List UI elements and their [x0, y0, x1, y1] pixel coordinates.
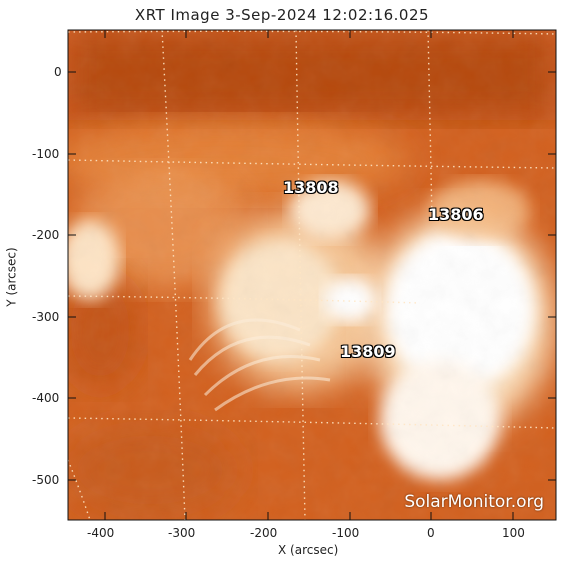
x-tick-label: 0 [427, 526, 435, 540]
y-axis-title: Y (arcsec) [4, 247, 19, 307]
plot-frame [67, 29, 557, 521]
y-tick-label: -300 [32, 310, 60, 324]
x-tick-label: 100 [502, 526, 525, 540]
region-label-13806: 13806 [428, 205, 484, 224]
y-tick-label: -100 [32, 147, 60, 161]
watermark: SolarMonitor.org [404, 492, 544, 512]
y-tick-label: -400 [32, 391, 60, 405]
region-label-13809: 13809 [340, 342, 396, 361]
y-tick-label: -200 [32, 228, 60, 242]
x-tick-label: -100 [332, 526, 360, 540]
x-tick-label: -200 [250, 526, 278, 540]
x-tick-label: -400 [87, 526, 115, 540]
y-tick-label: -500 [32, 473, 60, 487]
x-axis-title: X (arcsec) [278, 543, 339, 557]
y-tick-label: 0 [54, 65, 62, 79]
x-tick-label: -300 [168, 526, 196, 540]
region-label-13808: 13808 [283, 178, 339, 197]
figure-title: XRT Image 3-Sep-2024 12:02:16.025 [134, 6, 430, 24]
